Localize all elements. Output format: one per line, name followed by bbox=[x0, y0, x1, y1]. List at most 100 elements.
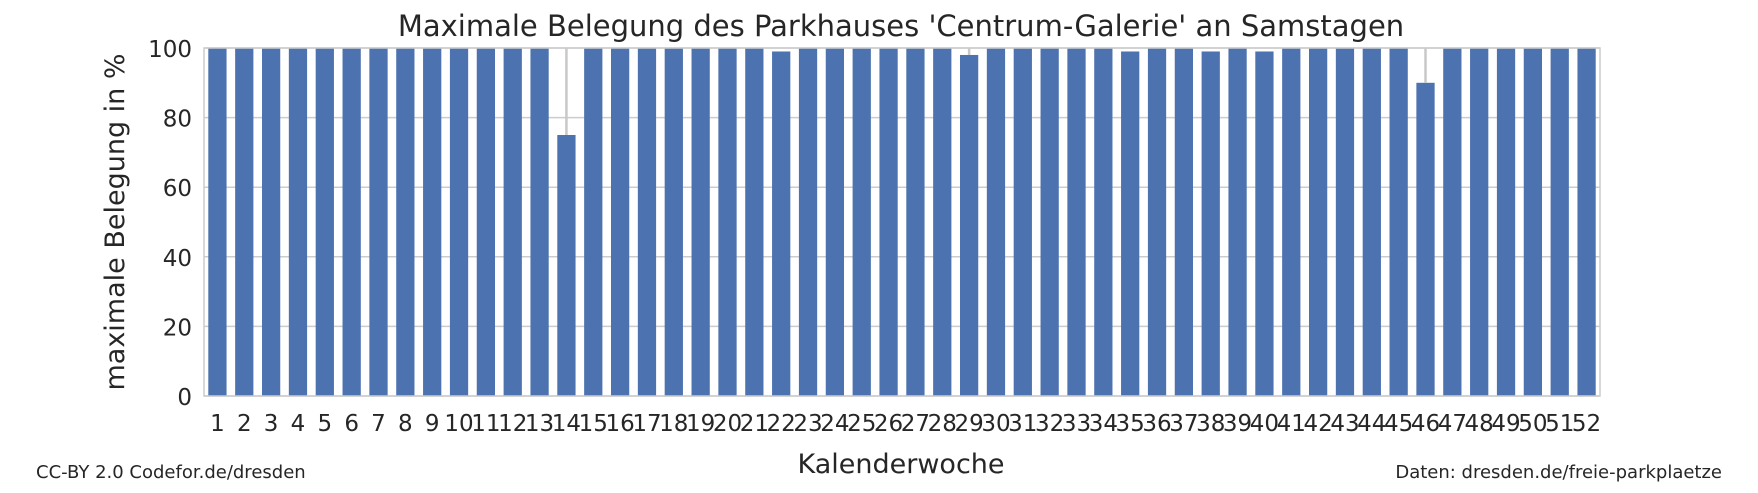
x-tick-label: 38 bbox=[1196, 411, 1225, 437]
bars bbox=[208, 48, 1596, 397]
bar-week-17 bbox=[637, 48, 657, 396]
x-tick-label: 14 bbox=[552, 411, 581, 437]
x-tick-label: 2 bbox=[237, 411, 252, 437]
bar-week-32 bbox=[1040, 48, 1059, 396]
bar-week-41 bbox=[1282, 48, 1301, 396]
x-tick-label: 35 bbox=[1116, 411, 1145, 437]
bar-week-22 bbox=[772, 51, 791, 396]
x-tick-label: 9 bbox=[425, 411, 440, 437]
bar-week-42 bbox=[1308, 48, 1328, 396]
x-tick-label: 50 bbox=[1518, 411, 1547, 437]
license-note: CC-BY 2.0 Codefor.de/dresden bbox=[36, 462, 306, 483]
x-tick-label: 28 bbox=[928, 411, 957, 437]
plot-frame bbox=[203, 47, 1601, 397]
error-bars bbox=[565, 48, 1427, 135]
bar-week-4 bbox=[288, 48, 308, 396]
bar-week-37 bbox=[1174, 48, 1194, 396]
bar-week-1 bbox=[208, 48, 227, 396]
bar-week-51 bbox=[1550, 48, 1569, 396]
bar-week-14 bbox=[557, 135, 576, 396]
x-tick-label: 1 bbox=[210, 411, 225, 437]
x-tick-label: 24 bbox=[820, 411, 849, 437]
x-tick-label: 30 bbox=[981, 411, 1010, 437]
bar-week-2 bbox=[235, 48, 254, 396]
x-tick-label: 41 bbox=[1277, 411, 1306, 437]
x-tick-label: 6 bbox=[344, 411, 359, 437]
x-tick-label: 34 bbox=[1089, 411, 1118, 437]
bar-week-28 bbox=[933, 48, 952, 396]
x-tick-label: 22 bbox=[767, 411, 796, 437]
y-tick-label: 0 bbox=[177, 385, 192, 411]
bar-week-10 bbox=[449, 48, 469, 396]
chart-title: Maximale Belegung des Parkhauses 'Centru… bbox=[398, 9, 1404, 43]
bar-week-49 bbox=[1496, 48, 1516, 396]
x-tick-label: 7 bbox=[371, 411, 386, 437]
x-tick-label: 8 bbox=[398, 411, 413, 437]
x-axis-ticks: 1 2 3 4 5 6 7 8 9 1011121314151617181920212223242… bbox=[210, 411, 1601, 437]
bar-week-29 bbox=[959, 54, 979, 397]
x-tick-label: 42 bbox=[1303, 411, 1332, 437]
x-tick-label: 37 bbox=[1169, 411, 1198, 437]
bar-week-18 bbox=[664, 48, 683, 396]
bar-week-19 bbox=[691, 48, 710, 396]
x-tick-label: 45 bbox=[1384, 411, 1413, 437]
bar-week-3 bbox=[261, 48, 281, 396]
y-axis-label: maximale Belegung in % bbox=[100, 53, 131, 390]
x-tick-label: 3 bbox=[264, 411, 279, 437]
bar-week-26 bbox=[879, 48, 898, 396]
bar-week-50 bbox=[1523, 48, 1543, 396]
x-tick-label: 33 bbox=[1062, 411, 1091, 437]
bar-week-5 bbox=[315, 48, 334, 396]
bar-week-21 bbox=[745, 48, 764, 396]
x-tick-label: 31 bbox=[1008, 411, 1037, 437]
y-tick-label: 100 bbox=[148, 37, 192, 63]
bar-week-35 bbox=[1121, 51, 1140, 396]
bar-week-31 bbox=[1013, 48, 1032, 396]
x-tick-label: 19 bbox=[686, 411, 715, 437]
bar-week-11 bbox=[476, 48, 496, 396]
bar-week-36 bbox=[1147, 48, 1167, 396]
x-tick-label: 27 bbox=[901, 411, 930, 437]
bar-week-38 bbox=[1201, 51, 1220, 396]
bar-week-20 bbox=[718, 48, 737, 396]
bar-week-15 bbox=[584, 48, 603, 396]
bar-week-13 bbox=[530, 48, 549, 396]
bar-week-24 bbox=[825, 48, 845, 396]
x-tick-label: 48 bbox=[1465, 411, 1494, 437]
bar-week-52 bbox=[1577, 48, 1596, 396]
y-tick-label: 20 bbox=[163, 315, 192, 341]
bar-week-8 bbox=[396, 48, 415, 396]
bar-week-46 bbox=[1416, 82, 1435, 397]
x-tick-label: 36 bbox=[1142, 411, 1171, 437]
x-tick-label: 15 bbox=[579, 411, 608, 437]
x-tick-label: 25 bbox=[847, 411, 876, 437]
x-tick-label: 21 bbox=[740, 411, 769, 437]
x-tick-label: 47 bbox=[1438, 411, 1467, 437]
x-tick-label: 4 bbox=[291, 411, 306, 437]
bar-week-16 bbox=[610, 48, 630, 396]
x-tick-label: 12 bbox=[498, 411, 527, 437]
x-tick-label: 26 bbox=[874, 411, 903, 437]
bar-week-43 bbox=[1335, 48, 1355, 396]
bar-week-7 bbox=[369, 48, 388, 396]
bar-week-25 bbox=[852, 48, 871, 396]
bar-week-48 bbox=[1470, 48, 1489, 396]
x-tick-label: 20 bbox=[713, 411, 742, 437]
y-tick-label: 80 bbox=[163, 107, 192, 133]
x-tick-label: 23 bbox=[793, 411, 822, 437]
bar-week-45 bbox=[1389, 48, 1408, 396]
x-tick-label: 29 bbox=[954, 411, 983, 437]
x-axis-label: Kalenderwoche bbox=[797, 449, 1004, 480]
y-axis-ticks: 0 20 40 60 80 100 bbox=[148, 37, 192, 411]
y-tick-label: 60 bbox=[163, 176, 192, 202]
x-tick-label: 11 bbox=[471, 411, 500, 437]
x-tick-label: 49 bbox=[1491, 411, 1520, 437]
x-tick-label: 52 bbox=[1572, 411, 1601, 437]
y-tick-label: 40 bbox=[163, 246, 192, 272]
x-tick-label: 16 bbox=[605, 411, 634, 437]
x-tick-label: 46 bbox=[1411, 411, 1440, 437]
x-tick-label: 18 bbox=[659, 411, 688, 437]
bar-week-33 bbox=[1067, 48, 1086, 396]
x-tick-label: 39 bbox=[1223, 411, 1252, 437]
